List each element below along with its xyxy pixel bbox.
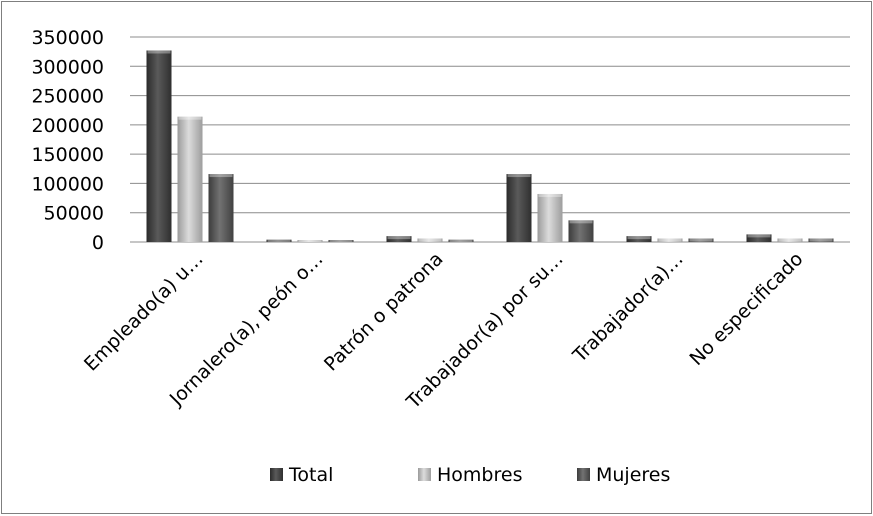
bar: [177, 116, 203, 242]
legend-label: Hombres: [437, 464, 522, 486]
gridlines: [130, 36, 850, 243]
bar-bevel: [298, 240, 322, 242]
bar-body: [417, 238, 443, 242]
y-tick-label: 50000: [44, 203, 104, 225]
bar-body: [297, 240, 323, 242]
y-tick-label: 150000: [31, 144, 104, 166]
bar-bevel: [658, 238, 682, 242]
x-category-label: Trabajador(a)…: [568, 248, 687, 367]
bar: [688, 238, 714, 242]
bar-body: [688, 238, 714, 242]
bar: [448, 239, 474, 242]
bar-bevel: [569, 220, 593, 224]
legend-swatch: [577, 468, 590, 481]
bar-body: [146, 50, 172, 242]
legend: Total Hombres Mujeres: [270, 464, 670, 486]
bar: [746, 234, 772, 242]
bar-body: [537, 193, 563, 242]
bar: [328, 240, 354, 242]
bars: [146, 50, 834, 242]
bar: [386, 236, 412, 242]
bar-bevel: [209, 174, 233, 178]
bar: [146, 50, 172, 242]
bar-body: [506, 174, 532, 242]
bar-bevel: [747, 234, 771, 238]
bar: [417, 238, 443, 242]
legend-swatch: [270, 468, 283, 481]
bar-body: [626, 236, 652, 242]
y-tick-label: 300000: [31, 56, 104, 78]
legend-item: Total: [270, 464, 333, 486]
y-tick-label: 100000: [31, 173, 104, 195]
bar-body: [746, 234, 772, 242]
legend-label: Total: [288, 464, 333, 486]
bar-bevel: [147, 50, 171, 54]
bar-body: [266, 239, 292, 242]
y-tick-label: 350000: [31, 27, 104, 49]
bar-bevel: [809, 238, 833, 242]
bar: [777, 238, 803, 242]
bar-bevel: [329, 240, 353, 242]
bar-body: [328, 240, 354, 242]
bar-body: [386, 236, 412, 242]
y-tick-label: 200000: [31, 115, 104, 137]
bar-bevel: [449, 239, 473, 242]
legend-label: Mujeres: [596, 464, 670, 486]
bar-bevel: [778, 238, 802, 242]
bar: [208, 174, 234, 242]
bar-body: [657, 238, 683, 242]
y-tick-label: 250000: [31, 86, 104, 108]
bar-body: [777, 238, 803, 242]
bar: [657, 238, 683, 242]
bar-body: [448, 239, 474, 242]
bar-body: [808, 238, 834, 242]
bar: [506, 174, 532, 242]
bar: [266, 239, 292, 242]
bar: [568, 220, 594, 242]
legend-item: Hombres: [418, 464, 522, 486]
bar-bevel: [387, 236, 411, 240]
bar-bevel: [538, 193, 562, 197]
x-axis-category-labels: Empleado(a) u…Jornalero(a), peón o…Patró…: [80, 248, 808, 414]
y-axis-tick-labels: 0 50000 100000 150000 200000 250000 300000 3500…: [31, 27, 104, 254]
legend-swatch: [418, 468, 431, 481]
bar: [808, 238, 834, 242]
x-category-label: Empleado(a) u…: [80, 248, 208, 376]
bar-body: [208, 174, 234, 242]
bar-body: [568, 220, 594, 242]
legend-item: Mujeres: [577, 464, 670, 486]
bar-bevel: [689, 238, 713, 242]
y-tick-label: 0: [92, 232, 104, 254]
bar-bevel: [507, 174, 531, 178]
bar: [537, 193, 563, 242]
bar-bevel: [267, 239, 291, 242]
bar-bevel: [418, 238, 442, 242]
bar: [626, 236, 652, 242]
bar-bevel: [178, 116, 202, 120]
x-category-label: Patrón o patrona: [320, 248, 448, 376]
bar-bevel: [627, 236, 651, 240]
bar: [297, 240, 323, 242]
x-category-label: No especificado: [685, 248, 807, 370]
bar-body: [177, 116, 203, 242]
